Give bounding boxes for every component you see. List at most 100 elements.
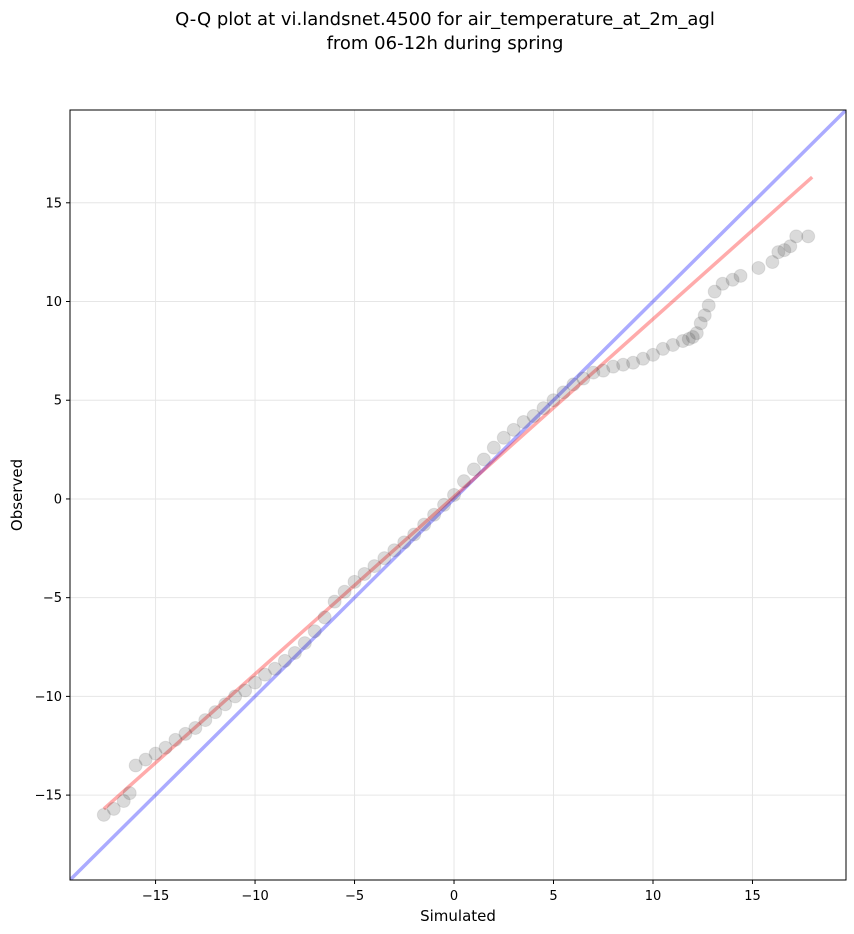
- quantile-point: [626, 355, 641, 370]
- y-tick-label: −5: [43, 591, 62, 606]
- quantile-point: [168, 732, 183, 747]
- quantile-point: [228, 689, 243, 704]
- quantile-point: [536, 401, 551, 416]
- quantile-point: [783, 239, 798, 254]
- chart-title-line-1: Q-Q plot at vi.landsnet.4500 for air_tem…: [175, 9, 715, 30]
- quantile-point: [357, 566, 372, 581]
- quantile-point: [777, 243, 792, 258]
- quantile-point: [158, 740, 173, 755]
- quantile-point: [556, 385, 571, 400]
- quantile-point: [407, 527, 422, 542]
- quantile-point: [675, 334, 690, 348]
- x-tick-label: −15: [142, 889, 169, 904]
- quantile-point: [685, 330, 700, 345]
- quantile-points: [96, 229, 816, 822]
- quantile-point: [665, 337, 680, 352]
- quantile-point: [347, 574, 362, 589]
- quantile-point: [616, 357, 631, 372]
- quantile-point: [466, 462, 481, 477]
- quantile-point: [516, 414, 531, 429]
- quantile-point: [476, 452, 491, 467]
- identity-line: [70, 110, 846, 880]
- quantile-point: [693, 316, 708, 331]
- quantile-point: [417, 517, 432, 532]
- quantile-point: [377, 551, 392, 566]
- quantile-point: [636, 351, 651, 366]
- y-axis-label: Observed: [8, 459, 26, 531]
- x-axis-label: Simulated: [420, 907, 496, 925]
- y-tick-label: 15: [45, 196, 62, 211]
- quantile-point: [496, 430, 511, 445]
- quantile-point: [267, 661, 282, 676]
- y-tick-label: −10: [35, 690, 62, 705]
- x-tick-label: 15: [744, 889, 761, 904]
- y-tick-label: 5: [54, 394, 62, 409]
- x-tick-label: 5: [549, 889, 557, 904]
- fit-line: [102, 175, 814, 811]
- quantile-point: [138, 752, 153, 767]
- quantile-point: [697, 308, 712, 323]
- quantile-point: [751, 260, 766, 275]
- quantile-point: [148, 746, 163, 761]
- quantile-point: [96, 807, 111, 822]
- quantile-point: [238, 683, 253, 698]
- quantile-point: [576, 371, 591, 386]
- quantile-point: [367, 559, 382, 574]
- x-tick-label: 0: [450, 889, 458, 904]
- quantile-point: [707, 284, 722, 299]
- quantile-point: [178, 726, 193, 741]
- quantile-point: [655, 341, 670, 356]
- y-tick-label: 0: [54, 492, 62, 507]
- quantile-point: [257, 667, 272, 682]
- quantile-point: [122, 786, 137, 801]
- y-tick-label: 10: [45, 295, 62, 310]
- quantile-point: [317, 610, 332, 625]
- quantile-point: [715, 276, 730, 291]
- quantile-point: [218, 697, 233, 712]
- quantile-point: [128, 758, 143, 773]
- quantile-point: [645, 347, 660, 362]
- quantile-point: [725, 272, 740, 287]
- quantile-point: [297, 636, 312, 651]
- quantile-point: [681, 332, 696, 347]
- quantile-point: [397, 535, 412, 550]
- axis-ticks: −15 −10 −5 0 5 10 15 −15 −10 −5 0 5 10 15: [35, 196, 761, 904]
- quantile-point: [606, 359, 621, 374]
- reference-lines: [70, 110, 846, 880]
- quantile-point: [801, 229, 816, 244]
- quantile-point: [506, 422, 521, 437]
- quantile-point: [198, 713, 213, 728]
- quantile-point: [586, 365, 601, 380]
- chart-title-line-2: from 06-12h during spring: [326, 33, 564, 54]
- quantile-point: [437, 497, 452, 512]
- quantile-point: [427, 507, 442, 522]
- quantile-point: [327, 594, 342, 609]
- quantile-point: [526, 409, 541, 424]
- quantile-point: [689, 326, 704, 341]
- quantile-point: [456, 474, 471, 489]
- quantile-point: [116, 794, 131, 809]
- quantile-point: [596, 363, 611, 378]
- quantile-point: [771, 245, 786, 260]
- quantile-point: [546, 393, 561, 408]
- x-tick-label: 10: [645, 889, 662, 904]
- quantile-point: [733, 268, 748, 283]
- x-tick-label: −5: [345, 889, 364, 904]
- plot-frame: [69, 109, 847, 881]
- quantile-point: [106, 801, 121, 816]
- quantile-point: [248, 675, 263, 690]
- quantile-point: [765, 255, 780, 270]
- quantile-point: [337, 584, 352, 599]
- grid: [70, 110, 846, 880]
- quantile-point: [447, 488, 462, 502]
- quantile-point: [486, 440, 501, 455]
- quantile-point: [789, 229, 804, 244]
- quantile-point: [701, 298, 716, 313]
- quantile-point: [307, 624, 322, 639]
- quantile-point: [188, 720, 203, 735]
- quantile-point: [387, 543, 402, 558]
- quantile-point: [277, 653, 292, 668]
- quantile-point: [566, 377, 581, 392]
- y-tick-label: −15: [35, 789, 62, 804]
